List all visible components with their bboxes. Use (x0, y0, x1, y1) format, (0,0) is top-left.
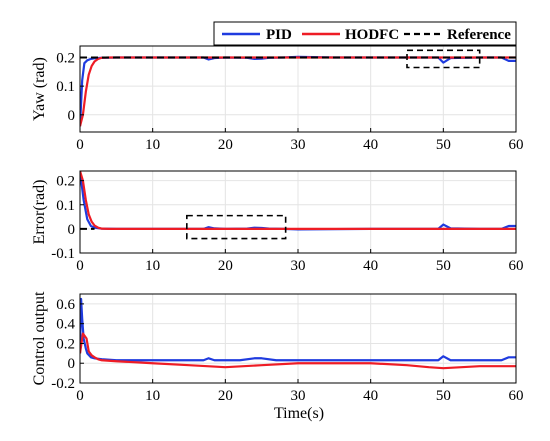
legend-pid-label: PID (266, 27, 292, 43)
legend: PID HODFC Reference (213, 21, 517, 46)
x-tick-label: 50 (436, 258, 451, 274)
x-tick-label: 50 (436, 137, 451, 153)
y-tick-label: -0.1 (51, 246, 75, 262)
x-tick-label: 30 (291, 258, 306, 274)
x-tick-label: 50 (436, 388, 451, 404)
x-tick-label: 20 (218, 137, 233, 153)
y-tick-label: 0.6 (56, 297, 75, 313)
y-axis-label: Yaw (rad) (31, 57, 48, 121)
x-axis-label: Time(s) (274, 405, 324, 422)
legend-reference-label: Reference (447, 27, 511, 43)
y-tick-label: -0.2 (51, 376, 75, 392)
x-tick-label: 0 (76, 137, 84, 153)
y-tick-label: 0.1 (56, 198, 75, 214)
y-tick-label: 0 (68, 222, 76, 238)
zoom-box (406, 49, 481, 69)
y-tick-label: 0.2 (56, 336, 75, 352)
series-group (80, 297, 516, 370)
series-group (80, 55, 516, 127)
x-tick-label: 20 (218, 388, 233, 404)
y-tick-label: 0 (68, 356, 76, 372)
x-tick-label: 40 (363, 137, 378, 153)
x-tick-label: 40 (363, 258, 378, 274)
x-tick-label: 40 (363, 388, 378, 404)
y-tick-label: 0.2 (56, 174, 75, 190)
series-hodfc-line (80, 171, 516, 230)
x-tick-label: 10 (145, 388, 160, 404)
x-tick-label: 0 (76, 258, 84, 274)
y-tick-label: 0 (68, 108, 76, 124)
y-tick-label: 0.1 (56, 79, 75, 95)
legend-box (213, 21, 517, 46)
panel-yaw: 0 10 20 30 40 50 60 0 0.1 0.2 Yaw (rad) (31, 45, 524, 153)
zoom-box (186, 214, 287, 240)
legend-hodfc-label: HODFC (345, 27, 399, 43)
y-tick-label: 0.2 (56, 50, 75, 66)
y-axis-label: Error(rad) (31, 180, 48, 245)
x-tick-label: 60 (509, 137, 524, 153)
x-tick-label: 0 (76, 388, 84, 404)
x-tick-label: 60 (509, 258, 524, 274)
y-tick-label: 0.4 (56, 317, 75, 333)
x-tick-label: 20 (218, 258, 233, 274)
y-axis-label: Control output (31, 291, 48, 385)
series-hodfc-line (80, 332, 516, 370)
x-tick-label: 30 (291, 137, 306, 153)
x-tick-label: 10 (145, 137, 160, 153)
series-pid-line (80, 297, 516, 362)
x-tick-label: 60 (509, 388, 524, 404)
x-tick-label: 30 (291, 388, 306, 404)
x-tick-label: 10 (145, 258, 160, 274)
